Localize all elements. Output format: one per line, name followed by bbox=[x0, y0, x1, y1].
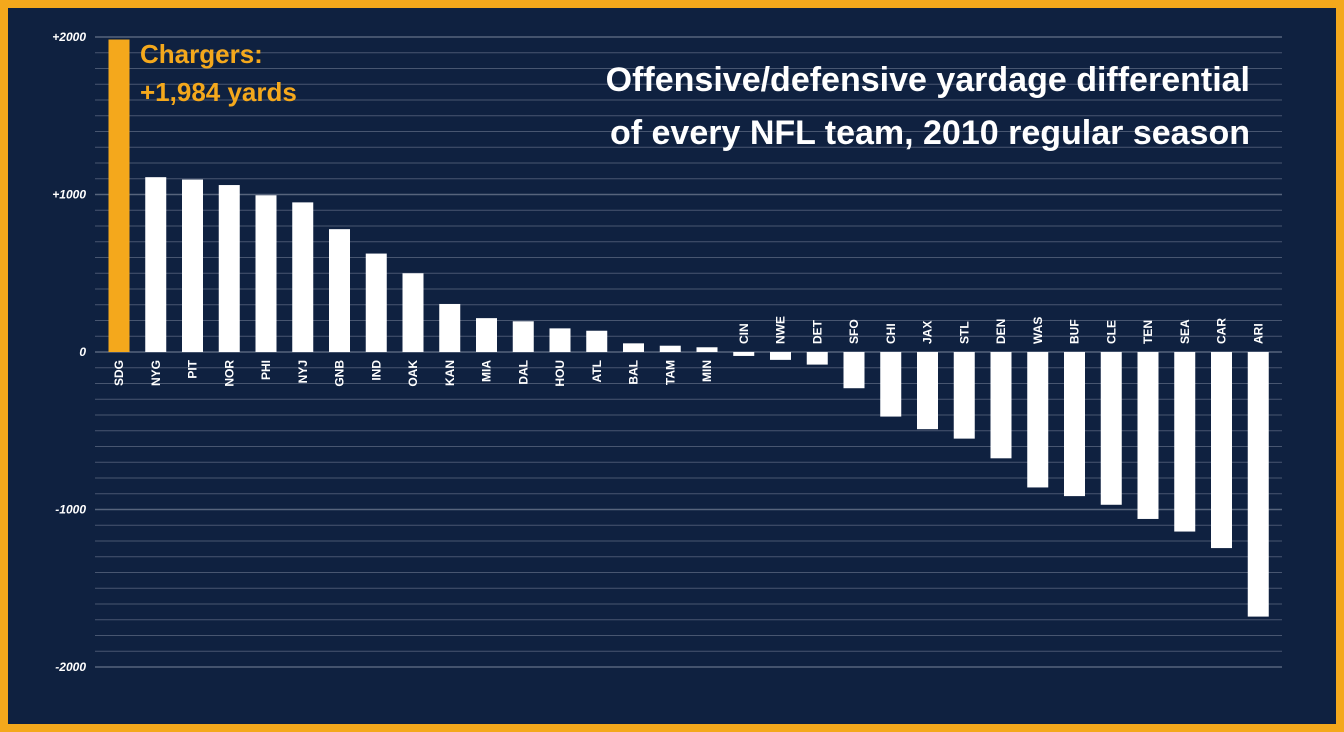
team-label: CHI bbox=[884, 323, 898, 344]
bar-bal bbox=[623, 343, 644, 352]
team-label: IND bbox=[369, 360, 383, 381]
team-labels: SDG NYG PIT NOR PHI NYJ GNB IND OAK KAN MIA DAL HOU A… bbox=[112, 316, 1265, 387]
team-label: DET bbox=[810, 319, 824, 344]
bar-dal bbox=[512, 321, 534, 352]
team-label: SEA bbox=[1178, 319, 1192, 344]
team-label: MIN bbox=[700, 360, 714, 382]
team-label: JAX bbox=[921, 321, 935, 344]
team-label: NWE bbox=[774, 316, 788, 344]
bar-nwe bbox=[770, 352, 791, 360]
team-label: CIN bbox=[737, 323, 751, 344]
team-label: MIA bbox=[480, 360, 494, 382]
bar-hou bbox=[549, 328, 571, 352]
chart-title-line-1: Offensive/defensive yardage differential bbox=[606, 61, 1250, 99]
bar-buf bbox=[1064, 352, 1085, 497]
y-tick-label: -1000 bbox=[55, 503, 86, 517]
bar-cle bbox=[1100, 352, 1122, 505]
team-label: TEN bbox=[1141, 320, 1155, 344]
team-label: TAM bbox=[663, 360, 677, 385]
team-label: NYG bbox=[149, 360, 163, 386]
team-label: PHI bbox=[259, 360, 273, 380]
team-label: BAL bbox=[627, 360, 641, 385]
team-label: SFO bbox=[847, 319, 861, 344]
bar-car bbox=[1211, 352, 1232, 549]
bar-chi bbox=[880, 352, 902, 417]
bar-det bbox=[806, 352, 828, 365]
chargers-callout-line-1: Chargers: bbox=[140, 39, 263, 69]
team-label: CAR bbox=[1215, 318, 1229, 344]
team-label: GNB bbox=[333, 360, 347, 387]
y-tick-label: 0 bbox=[79, 345, 86, 359]
team-label: PIT bbox=[186, 359, 200, 378]
bar-cin bbox=[733, 352, 755, 356]
y-tick-label: +1000 bbox=[52, 188, 86, 202]
bar-den bbox=[990, 352, 1012, 459]
bar-was bbox=[1027, 352, 1049, 488]
team-label: NOR bbox=[222, 360, 236, 387]
bar-nor bbox=[218, 185, 240, 352]
bar-jax bbox=[917, 352, 938, 430]
y-axis: +2000 +1000 0 -1000 -2000 bbox=[52, 30, 86, 674]
chart-title-line-2: of every NFL team, 2010 regular season bbox=[610, 114, 1250, 152]
team-label: ARI bbox=[1251, 323, 1265, 344]
y-tick-label: -2000 bbox=[55, 660, 86, 674]
bar-gnb bbox=[329, 229, 350, 352]
team-label: SDG bbox=[112, 360, 126, 386]
team-label: ATL bbox=[590, 360, 604, 382]
bar-mia bbox=[476, 318, 497, 352]
team-label: BUF bbox=[1068, 319, 1082, 344]
team-label: CLE bbox=[1104, 320, 1118, 344]
team-label: OAK bbox=[406, 360, 420, 387]
team-label: NYJ bbox=[296, 360, 310, 383]
bar-tam bbox=[659, 345, 681, 352]
bar-kan bbox=[439, 303, 461, 352]
bar-phi bbox=[255, 195, 277, 352]
bar-nyg bbox=[145, 177, 167, 352]
bar-sea bbox=[1174, 352, 1196, 532]
bar-stl bbox=[953, 352, 975, 439]
chargers-callout-line-2: +1,984 yards bbox=[140, 77, 297, 107]
bar-ind bbox=[365, 253, 387, 352]
bar-ari bbox=[1247, 352, 1269, 617]
bar-sdg bbox=[108, 39, 130, 353]
team-label: STL bbox=[957, 321, 971, 344]
bar-pit bbox=[182, 179, 203, 352]
team-label: WAS bbox=[1031, 317, 1045, 344]
team-label: HOU bbox=[553, 360, 567, 387]
bar-ten bbox=[1137, 352, 1159, 519]
bar-min bbox=[696, 347, 718, 352]
bar-nyj bbox=[292, 202, 314, 352]
team-label: DAL bbox=[516, 360, 530, 385]
bars bbox=[108, 39, 1269, 617]
bar-sfo bbox=[843, 352, 865, 389]
team-label: DEN bbox=[994, 319, 1008, 344]
bar-atl bbox=[586, 330, 608, 352]
bar-oak bbox=[402, 273, 424, 352]
y-tick-label: +2000 bbox=[52, 30, 86, 44]
team-label: KAN bbox=[443, 360, 457, 386]
